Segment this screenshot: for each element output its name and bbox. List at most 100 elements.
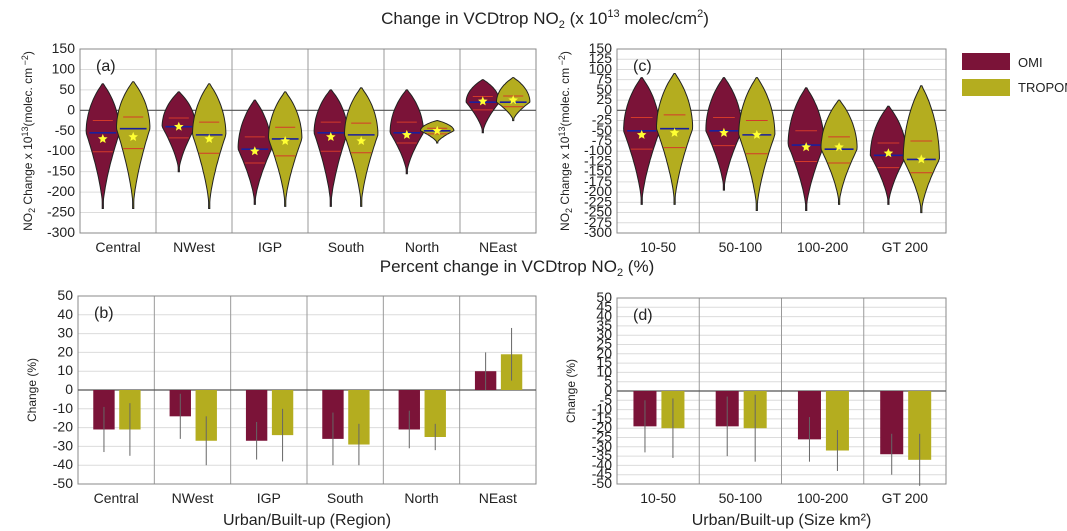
y-tick-label: 30 bbox=[596, 326, 612, 342]
y-tick-label: 20 bbox=[596, 345, 612, 361]
x-tick-label: 10-50 bbox=[640, 239, 676, 255]
y-tick-label: 10 bbox=[596, 363, 612, 379]
y-tick-label: -100 bbox=[584, 142, 612, 158]
y-axis-label: NO2 Change x 1013(molec. cm −2) bbox=[557, 51, 574, 231]
x-tick-label: North bbox=[404, 490, 438, 506]
y-tick-label: -50 bbox=[592, 475, 612, 491]
bar-tropomi bbox=[195, 390, 217, 441]
violin-mean-star bbox=[883, 148, 894, 158]
top-title: Change in VCDtrop NO2 (x 1013 molec/cm2) bbox=[381, 8, 709, 31]
y-tick-label: 100 bbox=[52, 60, 76, 76]
y-tick-label: 50 bbox=[57, 287, 73, 303]
y-tick-label: -40 bbox=[592, 456, 612, 472]
y-tick-label: -200 bbox=[47, 183, 75, 199]
y-tick-label: -275 bbox=[584, 214, 612, 230]
bar-tropomi bbox=[825, 391, 849, 451]
violin-omi bbox=[313, 89, 349, 207]
y-tick-label: 50 bbox=[59, 81, 75, 97]
panel-c-violin-chart: 1501251007550250-25-50-75-100-125-150-17… bbox=[557, 40, 947, 255]
legend-label-tropomi: TROPOMI bbox=[1018, 80, 1067, 95]
y-tick-label: -20 bbox=[592, 419, 612, 435]
x-tick-label: 100-200 bbox=[797, 239, 849, 255]
bar-tropomi bbox=[908, 391, 932, 460]
y-tick-label: 15 bbox=[596, 354, 612, 370]
y-tick-label: 150 bbox=[589, 40, 613, 56]
y-tick-label: -225 bbox=[584, 193, 612, 209]
y-tick-label: 40 bbox=[57, 306, 73, 322]
y-tick-label: -300 bbox=[47, 224, 75, 240]
violin-mean-star bbox=[402, 129, 412, 139]
y-tick-label: 0 bbox=[604, 101, 612, 117]
violin-mean-star bbox=[204, 134, 214, 143]
y-tick-label: 25 bbox=[596, 336, 612, 352]
violin-mean-star bbox=[432, 125, 442, 135]
y-tick-label: -175 bbox=[584, 173, 612, 189]
x-tick-label: North bbox=[405, 239, 439, 255]
x-tick-label: NWest bbox=[173, 239, 215, 255]
panel-label: (b) bbox=[94, 305, 114, 322]
x-tick-label: South bbox=[328, 239, 365, 255]
violin-mean-star bbox=[508, 95, 518, 105]
y-tick-label: 30 bbox=[57, 325, 73, 341]
y-tick-label: -30 bbox=[53, 437, 73, 453]
legend: OMI TROPOMI bbox=[962, 53, 1067, 96]
violin-mean-star bbox=[636, 129, 647, 139]
violin-mean-star bbox=[128, 131, 138, 141]
middle-title: Percent change in VCDtrop NO2 (%) bbox=[380, 257, 654, 279]
panel-label: (c) bbox=[633, 58, 652, 75]
y-tick-label: -35 bbox=[592, 447, 612, 463]
violin-tropomi bbox=[655, 72, 694, 205]
y-tick-label: 0 bbox=[67, 101, 75, 117]
y-tick-label: -150 bbox=[47, 163, 75, 179]
y-tick-label: -200 bbox=[584, 183, 612, 199]
violin-tropomi bbox=[820, 99, 858, 205]
violin-mean-star bbox=[719, 127, 729, 137]
legend-label-omi: OMI bbox=[1018, 55, 1043, 70]
y-tick-label: -125 bbox=[584, 152, 612, 168]
y-tick-label: -250 bbox=[47, 204, 75, 220]
violin-mean-star bbox=[250, 146, 260, 156]
panel-label: (d) bbox=[633, 307, 653, 324]
x-tick-label: NWest bbox=[172, 490, 214, 506]
x-tick-label: 50-100 bbox=[719, 490, 763, 506]
y-tick-label: -150 bbox=[584, 163, 612, 179]
y-tick-label: 150 bbox=[52, 40, 76, 56]
y-tick-label: -30 bbox=[592, 438, 612, 454]
x-tick-label: South bbox=[327, 490, 364, 506]
violin-tropomi bbox=[343, 87, 379, 207]
x-tick-label: IGP bbox=[257, 490, 281, 506]
y-tick-label: 0 bbox=[65, 381, 73, 397]
x-tick-label: IGP bbox=[258, 239, 282, 255]
plot-frame bbox=[616, 48, 947, 234]
x-tick-label: 100-200 bbox=[797, 490, 849, 506]
y-tick-label: -250 bbox=[584, 204, 612, 220]
y-tick-label: -25 bbox=[592, 429, 612, 445]
y-tick-label: -300 bbox=[584, 224, 612, 240]
y-axis-label: Change (%) bbox=[564, 359, 578, 423]
violin-tropomi bbox=[738, 77, 776, 211]
y-tick-label: -5 bbox=[600, 391, 613, 407]
violin-mean-star bbox=[801, 142, 811, 152]
violin-mean-star bbox=[669, 127, 680, 137]
y-tick-label: 40 bbox=[596, 308, 612, 324]
y-tick-label: -25 bbox=[592, 112, 612, 128]
x-tick-label: Central bbox=[94, 490, 139, 506]
panel-b-bar-chart: 50 40 30 20 10 0 -10 -20 -30 -40 -50 Central NWest IG… bbox=[25, 287, 537, 529]
y-axis-label: NO2 Change x 1013(molec. cm −2) bbox=[20, 51, 37, 231]
x-tick-label: Central bbox=[95, 239, 140, 255]
bar-omi bbox=[245, 390, 268, 441]
y-tick-label: 20 bbox=[57, 343, 73, 359]
y-tick-label: -20 bbox=[53, 419, 73, 435]
x-tick-label: GT 200 bbox=[882, 239, 929, 255]
x-tick-label: 50-100 bbox=[719, 239, 763, 255]
y-tick-label: 50 bbox=[596, 289, 612, 305]
bar-omi bbox=[797, 391, 821, 440]
x-tick-label: NEast bbox=[479, 239, 517, 255]
y-tick-label: 35 bbox=[596, 317, 612, 333]
y-tick-label: -45 bbox=[592, 466, 612, 482]
panel-label: (a) bbox=[96, 58, 116, 75]
violin-mean-star bbox=[356, 136, 366, 145]
legend-swatch-tropomi bbox=[962, 79, 1010, 96]
violin-tropomi bbox=[115, 81, 151, 209]
